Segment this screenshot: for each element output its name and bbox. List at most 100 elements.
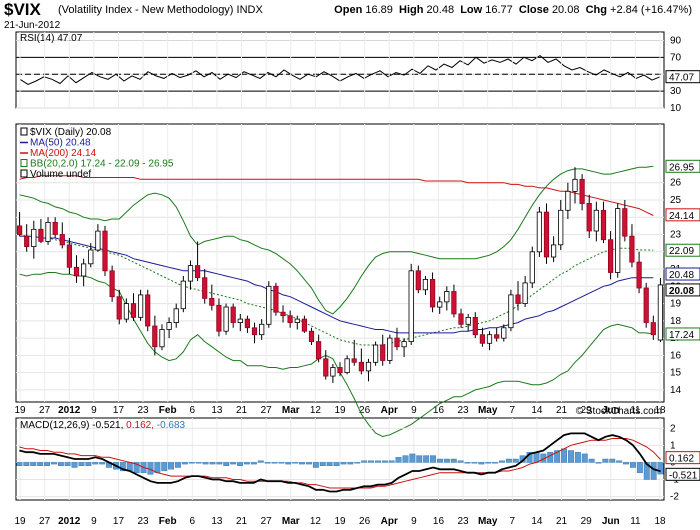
candle-up [223, 306, 229, 332]
macd-date-tick: 2012 [58, 516, 81, 527]
macd-histogram-bar [44, 462, 50, 466]
macd-histogram-bar [623, 462, 629, 465]
macd-histogram-bar [243, 462, 250, 465]
macd-date-tick: 27 [261, 516, 273, 527]
macd-tick-label: 1 [670, 440, 676, 451]
candle-down [52, 221, 58, 235]
price-tick-label: 26 [670, 178, 682, 189]
macd-tick-label: -2 [670, 492, 679, 503]
candle-up [330, 367, 336, 377]
candle-up [387, 337, 393, 361]
macd-histogram-bar [154, 462, 161, 473]
macd-date-tick: 21 [556, 516, 568, 527]
price-date-tick: 19 [334, 405, 346, 416]
price-value-badge [665, 159, 700, 173]
candle-up [558, 209, 564, 246]
macd-histogram-bar [636, 462, 643, 473]
price-value-label: 17.24 [669, 330, 694, 341]
instrument-name: (Volatility Index - New Methodology) IND… [58, 4, 263, 16]
macd-histogram-bar [512, 458, 519, 463]
candle-down [145, 294, 151, 327]
price-value-badge [665, 243, 700, 257]
macd-date-tick: 16 [433, 516, 445, 527]
candle-up [572, 178, 578, 192]
candle-up [173, 308, 179, 323]
open-value: 16.89 [365, 4, 393, 16]
candle-down [209, 297, 215, 306]
candle-down [608, 239, 614, 273]
legend-box-swatch [20, 159, 28, 167]
candle-down [73, 266, 80, 277]
macd-histogram-bar [602, 458, 609, 463]
candle-up [123, 303, 129, 320]
macd-histogram-bar [174, 462, 181, 468]
macd-date-tick: Jun [602, 516, 620, 527]
macd-histogram-bar [464, 462, 471, 464]
macd-histogram-bar [595, 462, 602, 464]
macd-histogram-bar [630, 462, 636, 468]
price-date-tick: 26 [359, 405, 371, 416]
candle-up [657, 284, 664, 341]
price-date-tick: 23 [458, 405, 470, 416]
close-value: 20.08 [551, 4, 580, 16]
candle-up [615, 208, 621, 273]
candle-up [486, 334, 493, 344]
candle-up [444, 291, 450, 303]
candle-down [579, 178, 585, 204]
macd-date-tick: 9 [411, 516, 417, 527]
price-value-badge [665, 208, 700, 222]
open-label: Open [334, 4, 363, 16]
price-tick-label: 14 [670, 385, 682, 396]
price-legend-entry: MA(50) 20.48 [30, 138, 91, 149]
candle-down [287, 315, 293, 324]
price-date-tick: 18 [654, 405, 666, 416]
price-date-tick: 27 [39, 405, 51, 416]
chart-header: $VIX (Volatility Index - New Methodology… [0, 0, 700, 32]
macd-histogram-bar [278, 462, 285, 464]
macd-histogram-bar [57, 462, 64, 466]
macd-legend: MACD(12,26,9) -0.521, 0.162, -0.683 [20, 420, 186, 431]
price-tick-label: 18 [670, 316, 682, 327]
candle-down [351, 358, 357, 363]
candle-up [95, 230, 101, 251]
macd-date-tick: 9 [91, 516, 97, 527]
macd-histogram-bar [505, 458, 512, 463]
price-legend-entry: $VIX (Daily) 20.08 [30, 127, 112, 138]
macd-histogram-bar [561, 448, 567, 463]
macd-date-tick: 13 [211, 516, 223, 527]
candle-down [280, 311, 286, 317]
macd-histogram-bar [492, 462, 498, 464]
candle-down [202, 277, 208, 299]
macd-histogram-bar [395, 457, 402, 463]
candle-up [259, 323, 265, 336]
rsi-legend: RSI(14) 47.07 [20, 33, 83, 44]
price-legend-entry: BB(20,2.0) 17.24 - 22.09 - 26.95 [30, 159, 174, 170]
candle-up [508, 294, 514, 329]
candle-down [323, 358, 329, 377]
candle-down [380, 344, 386, 361]
macd-histogram-bar [209, 462, 216, 465]
price-value-label: 24.14 [669, 211, 694, 222]
macd-histogram-bar [216, 462, 223, 465]
candle-down [451, 291, 457, 315]
candle-down [394, 337, 400, 348]
macd-histogram-bar [547, 452, 554, 463]
candle-down [230, 306, 236, 323]
price-date-tick: Jun [602, 405, 620, 416]
macd-histogram-bar [16, 462, 23, 466]
price-value-badge [665, 283, 700, 297]
candle-down [515, 294, 521, 304]
candle-down [59, 234, 65, 246]
candle-up [137, 294, 144, 318]
macd-histogram-bar [23, 462, 30, 466]
legend-box-swatch [20, 169, 28, 178]
price-date-tick: 17 [113, 405, 125, 416]
rsi-value-badge [665, 70, 700, 84]
candle-up [408, 270, 414, 342]
symbol-title: $VIX [4, 0, 41, 19]
candle-up [401, 341, 407, 348]
legend-box-swatch [20, 127, 28, 136]
candle-down [622, 208, 628, 237]
macd-histogram-bar [375, 460, 381, 463]
